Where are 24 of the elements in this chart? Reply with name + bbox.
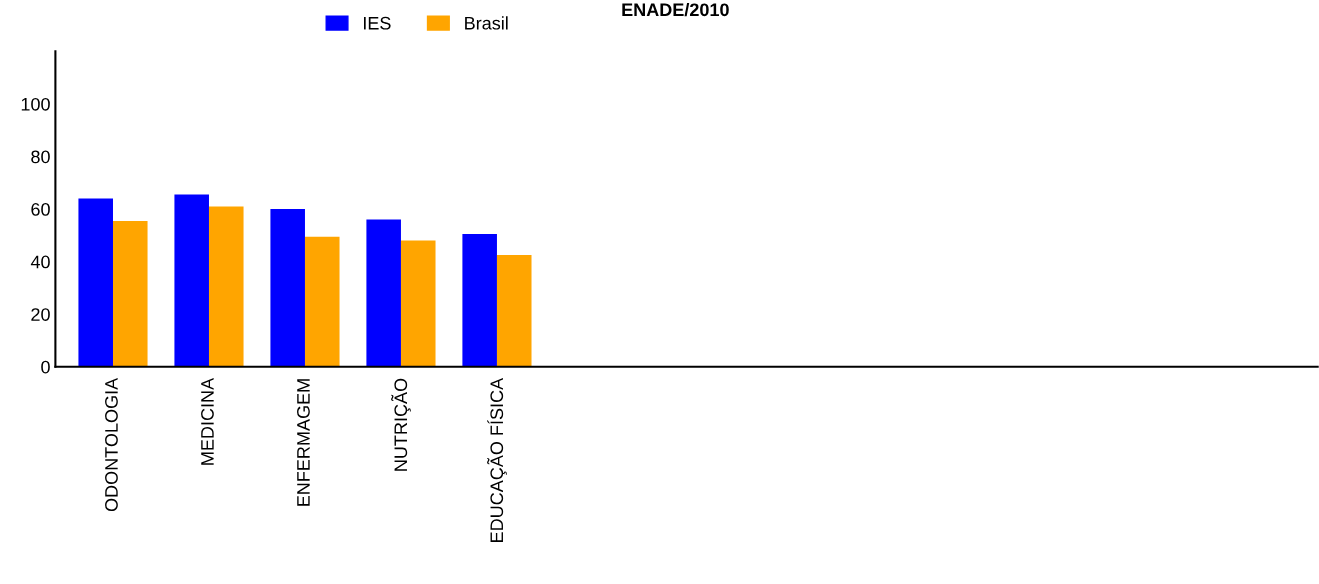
x-tick-label: MEDICINA bbox=[201, 377, 214, 465]
y-tick-label: 100 bbox=[21, 97, 50, 111]
bar bbox=[270, 209, 305, 367]
bar bbox=[366, 219, 401, 367]
y-tick-label: 20 bbox=[31, 308, 50, 321]
legend-label: Brasil bbox=[465, 16, 508, 30]
bar bbox=[496, 255, 532, 367]
bar bbox=[208, 206, 244, 367]
bar bbox=[304, 236, 340, 367]
bar bbox=[462, 234, 497, 367]
x-tick-label: ODONTOLOGIA bbox=[105, 377, 118, 512]
y-tick-label: 80 bbox=[31, 150, 50, 164]
bar bbox=[78, 198, 113, 367]
y-tick-label: 60 bbox=[31, 203, 50, 216]
x-tick-label: ENFERMAGEM bbox=[297, 379, 310, 506]
bar bbox=[400, 240, 436, 367]
x-tick-label: NUTRIÇÃO bbox=[391, 378, 411, 471]
chart-title: ENADE/2010 bbox=[622, 2, 729, 17]
x-tick-label: EDUCAÇÃO FÍSICA bbox=[487, 377, 507, 542]
bar bbox=[174, 194, 209, 367]
bar bbox=[112, 220, 148, 367]
y-tick-label: 40 bbox=[30, 255, 50, 269]
y-tick-label: 0 bbox=[41, 360, 50, 374]
legend-label: IES bbox=[363, 16, 391, 30]
